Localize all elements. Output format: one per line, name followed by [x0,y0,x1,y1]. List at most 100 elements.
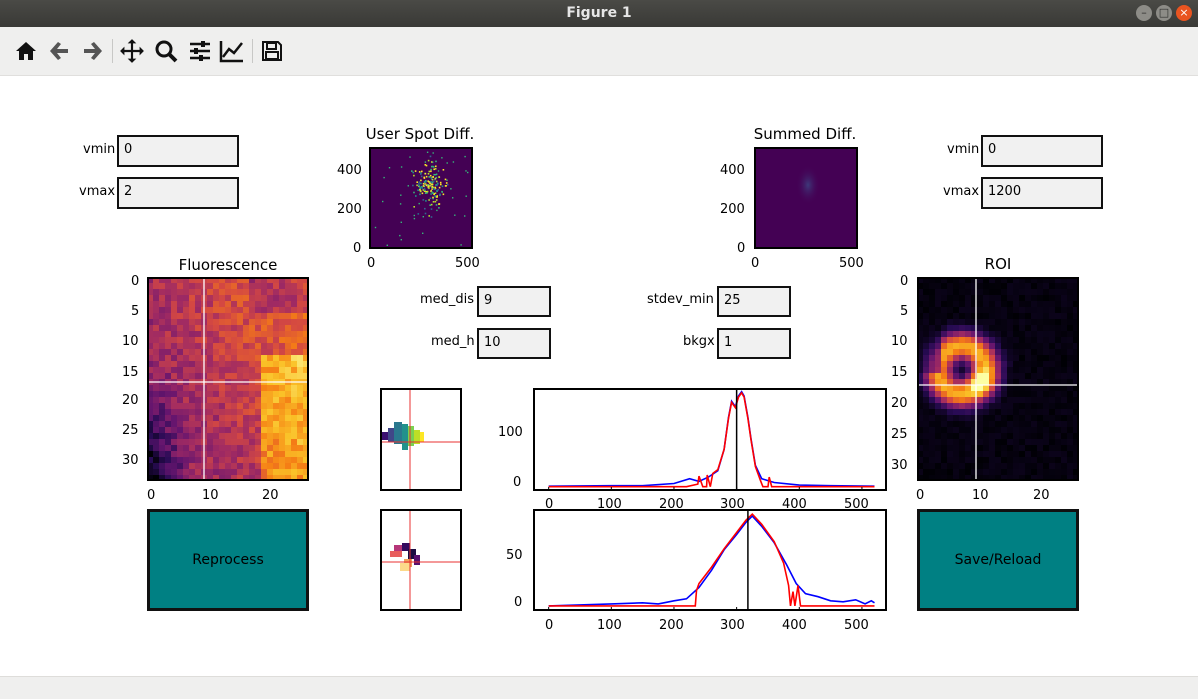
summed-diff-image[interactable] [754,147,858,249]
heatmap-cell [959,409,966,416]
heatmap-cell [1013,391,1020,398]
heatmap-cell [953,313,960,320]
heatmap-cell [1019,445,1026,452]
heatmap-cell [261,385,268,392]
heatmap-cell [941,331,948,338]
heatmap-cell [983,409,990,416]
heatmap-cell [983,397,990,404]
line-plot-bottom[interactable] [533,509,887,611]
home-icon[interactable] [12,37,40,65]
heatmap-cell [1073,397,1079,404]
heatmap-cell [965,337,972,344]
spot-pixel [418,181,421,183]
heatmap-cell [929,433,936,440]
heatmap-cell [917,445,924,452]
med-dis-input[interactable]: 9 [477,286,551,317]
vmax-input-right[interactable]: 1200 [981,177,1103,209]
heatmap-cell [255,373,262,380]
spot-pixel [423,187,426,190]
heatmap-cell [237,343,244,350]
heatmap-cell [983,391,990,398]
heatmap-cell [1013,427,1020,434]
heatmap-cell [159,373,166,380]
heatmap-cell [285,361,292,368]
close-icon[interactable]: × [1176,5,1192,21]
edit-axes-icon[interactable] [218,37,246,65]
heatmap-cell [989,445,996,452]
lp2-ytick: 0 [514,595,523,610]
reprocess-button[interactable]: Reprocess [147,509,309,611]
heatmap-cell [159,301,166,308]
heatmap-cell [923,277,930,284]
stdev-min-input[interactable]: 25 [717,286,791,317]
pan-icon[interactable] [118,37,146,65]
heatmap-cell [195,295,202,302]
heatmap-cell [1025,295,1032,302]
heatmap-cell [189,445,196,452]
zoom-icon[interactable] [152,37,180,65]
heatmap-cell [177,373,184,380]
heatmap-cell [1019,475,1026,481]
heatmap-cell [189,373,196,380]
heatmap-cell [1043,427,1050,434]
fluorescence-image[interactable] [147,277,309,481]
heatmap-cell [159,307,166,314]
heatmap-cell [279,301,286,308]
spot-pixel [442,193,445,196]
spot-thumbnail-bottom[interactable] [380,509,462,611]
heatmap-cell [965,277,972,284]
heatmap-cell [971,379,978,386]
heatmap-cell [929,373,936,380]
heatmap-cell [1067,421,1074,428]
roi-image[interactable] [917,277,1079,481]
save-reload-button[interactable]: Save/Reload [917,509,1079,611]
heatmap-cell [183,451,190,458]
heatmap-cell [1031,301,1038,308]
spot-pixel [435,160,437,163]
heatmap-cell [1073,403,1079,410]
heatmap-cell [1019,457,1026,464]
line-plot-top[interactable] [533,388,887,491]
heatmap-cell [195,415,202,422]
heatmap-cell [171,463,178,470]
heatmap-cell [977,427,984,434]
maximize-icon[interactable]: □ [1156,5,1172,21]
spot-pixel [434,188,436,191]
heatmap-cell [977,379,984,386]
heatmap-cell [207,277,214,284]
vmax-input-left[interactable]: 2 [117,177,239,209]
heatmap-cell [261,397,268,404]
heatmap-cell [291,415,298,422]
vmin-input-left[interactable]: 0 [117,135,239,167]
bkgx-input[interactable]: 1 [717,328,791,359]
heatmap-cell [1019,325,1026,332]
heatmap-cell [195,313,202,320]
med-h-input[interactable]: 10 [477,328,551,359]
heatmap-cell [285,391,292,398]
heatmap-cell [153,367,160,374]
heatmap-cell [273,445,280,452]
heatmap-cell [1007,391,1014,398]
forward-arrow-icon[interactable] [78,37,106,65]
heatmap-cell [297,403,304,410]
minimize-icon[interactable]: – [1136,5,1152,21]
heatmap-cell [941,289,948,296]
heatmap-cell [255,355,262,362]
heatmap-cell [929,325,936,332]
heatmap-cell [959,433,966,440]
user-spot-diff-image[interactable] [369,147,473,249]
heatmap-cell [935,391,942,398]
roi-ytick: 15 [891,365,908,380]
heatmap-cell [177,289,184,296]
save-icon[interactable] [258,37,286,65]
configure-subplots-icon[interactable] [186,37,214,65]
heatmap-cell [1055,457,1062,464]
heatmap-cell [243,475,250,481]
heatmap-cell [1007,433,1014,440]
heatmap-cell [171,421,178,428]
heatmap-cell [1025,451,1032,458]
back-arrow-icon[interactable] [46,37,74,65]
spot-thumbnail-top[interactable] [380,388,462,491]
vmin-input-right[interactable]: 0 [981,135,1103,167]
heatmap-cell [153,331,160,338]
